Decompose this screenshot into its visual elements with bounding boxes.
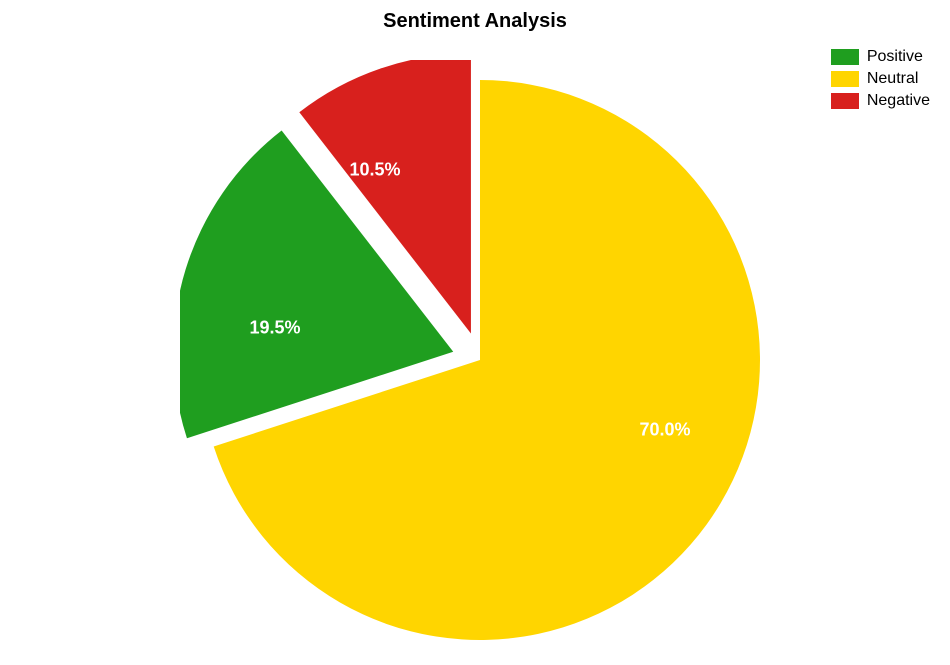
legend: Positive Neutral Negative [831, 48, 930, 114]
legend-item-negative: Negative [831, 92, 930, 110]
pie-chart: 70.0% 19.5% 10.5% [180, 60, 780, 660]
legend-swatch-neutral [831, 71, 859, 87]
legend-item-neutral: Neutral [831, 70, 930, 88]
legend-swatch-negative [831, 93, 859, 109]
legend-swatch-positive [831, 49, 859, 65]
slice-label-neutral: 70.0% [639, 420, 690, 441]
legend-item-positive: Positive [831, 48, 930, 66]
legend-label-negative: Negative [867, 92, 930, 110]
slice-label-negative: 10.5% [349, 160, 400, 181]
legend-label-positive: Positive [867, 48, 923, 66]
slice-label-positive: 19.5% [249, 318, 300, 339]
legend-label-neutral: Neutral [867, 70, 919, 88]
pie-svg [180, 60, 780, 660]
chart-title: Sentiment Analysis [0, 10, 950, 33]
